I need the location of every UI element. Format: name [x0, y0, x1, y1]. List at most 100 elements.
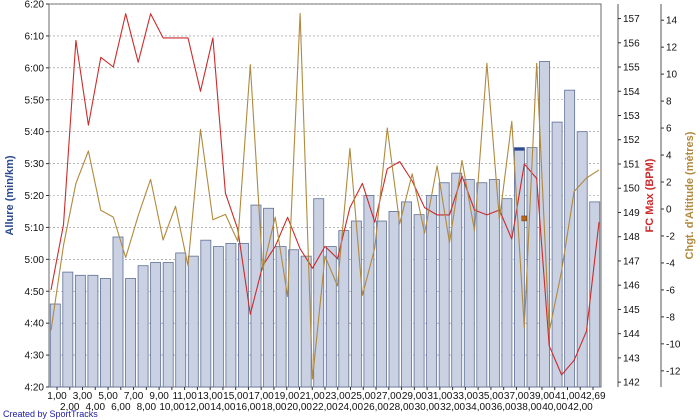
pace-bar: [250, 204, 262, 388]
fc-tick-label: 157: [623, 14, 640, 25]
pace-bar: [376, 220, 387, 388]
pace-bar: [589, 201, 601, 388]
pace-bar: [137, 265, 149, 388]
x-tick-label: 26,00: [364, 402, 389, 413]
fc-tick-label: 155: [623, 63, 640, 74]
pace-bar: [576, 131, 588, 388]
pace-bar: [476, 182, 488, 388]
x-tick-label: 38,00: [517, 402, 542, 413]
pace-bar: [212, 246, 224, 388]
fc-axis-title: FC Max (BPM): [644, 158, 656, 232]
credit-text: Created by SportTracks: [3, 409, 98, 419]
x-tick-label: 34,00: [466, 402, 491, 413]
pace-bar: [288, 249, 300, 388]
x-tick-label: 39,00: [529, 391, 554, 402]
pace-bar-highlight: [514, 147, 525, 151]
altitude-tick-label: -12: [666, 366, 681, 377]
pace-bar: [451, 172, 463, 388]
x-tick-label: 7,00: [124, 391, 144, 402]
altitude-tick-label: -10: [666, 339, 681, 350]
x-tick-label: 15,00: [223, 391, 248, 402]
x-tick-label: 24,00: [338, 402, 363, 413]
x-tick-label: 29,00: [402, 391, 427, 402]
x-tick-label: 23,00: [325, 391, 350, 402]
fc-tick-label: 154: [623, 87, 640, 98]
x-tick-label: 42,00: [568, 402, 593, 413]
pace-tick-label: 5:40: [25, 127, 45, 138]
x-tick-label: 30,00: [415, 402, 440, 413]
x-tick-label: 19,00: [274, 391, 299, 402]
fc-tick-label: 144: [623, 329, 640, 340]
pace-bar: [438, 182, 450, 388]
x-tick-label: 28,00: [389, 402, 414, 413]
altitude-tick-label: 12: [666, 43, 678, 54]
pace-tick-label: 6:00: [25, 63, 45, 74]
pace-bar: [125, 278, 136, 388]
altitude-tick-label: -2: [666, 231, 675, 242]
pace-bar: [488, 179, 500, 388]
x-tick-label: 3,00: [73, 391, 93, 402]
x-tick-label: 5,00: [98, 391, 118, 402]
fc-tick-label: 149: [623, 208, 640, 219]
pace-bar: [501, 198, 513, 388]
fc-tick-label: 150: [623, 184, 640, 195]
pace-tick-label: 5:00: [25, 255, 45, 266]
pace-bar: [463, 179, 475, 388]
pace-bar: [325, 246, 337, 388]
fc-tick-label: 145: [623, 305, 640, 316]
pace-tick-label: 4:40: [25, 319, 45, 330]
x-tick-label: 2,00: [60, 402, 80, 413]
x-tick-label: 1,00: [47, 391, 67, 402]
pace-bar: [564, 89, 576, 388]
altitude-marker: [521, 215, 528, 222]
fc-tick-label: 152: [623, 135, 640, 146]
pace-bar: [225, 242, 237, 388]
pace-bar: [426, 195, 438, 388]
pace-bar: [162, 262, 174, 388]
x-tick-label: 13,00: [198, 391, 223, 402]
fc-tick-label: 148: [623, 232, 640, 243]
x-tick-label: 20,00: [287, 402, 312, 413]
x-tick-label: 37,00: [504, 391, 529, 402]
x-tick-label: 21,00: [300, 391, 325, 402]
fc-tick-label: 146: [623, 281, 640, 292]
pace-bar: [175, 252, 187, 388]
pace-bar: [49, 303, 61, 388]
pace-bar: [401, 201, 412, 388]
x-tick-label: 35,00: [478, 391, 503, 402]
x-tick-label: 4,00: [86, 402, 106, 413]
altitude-tick-label: 4: [666, 151, 672, 162]
x-tick-label: 25,00: [351, 391, 376, 402]
altitude-tick-label: 0: [666, 204, 672, 215]
x-tick-label: 8,00: [137, 402, 157, 413]
pace-bar: [100, 278, 111, 388]
x-tick-label: 9,00: [149, 391, 169, 402]
pace-bar: [551, 121, 563, 388]
pace-tick-label: 5:50: [25, 95, 45, 106]
fc-tick-label: 153: [623, 111, 640, 122]
pace-tick-label: 5:30: [25, 159, 45, 170]
fc-tick-label: 151: [623, 159, 640, 170]
x-tick-label: 41,00: [555, 391, 580, 402]
x-tick-label: 31,00: [427, 391, 452, 402]
pace-tick-label: 5:20: [25, 191, 45, 202]
x-tick-label: 18,00: [261, 402, 286, 413]
fc-line: [50, 13, 600, 376]
x-tick-label: 10,00: [159, 402, 184, 413]
pace-bar: [313, 198, 325, 388]
pace-tick-label: 4:30: [25, 351, 45, 362]
pace-bar: [200, 239, 212, 388]
x-tick-label: 16,00: [236, 402, 261, 413]
altitude-tick-label: 10: [666, 70, 678, 81]
x-tick-label: 33,00: [453, 391, 478, 402]
fc-tick-label: 147: [623, 256, 640, 267]
pace-bar: [263, 207, 274, 388]
pace-bar: [413, 214, 425, 388]
pace-bar: [526, 147, 538, 388]
x-tick-label: 32,00: [440, 402, 465, 413]
pace-bar: [74, 274, 86, 388]
altitude-tick-label: -8: [666, 312, 675, 323]
fc-tick-label: 143: [623, 353, 640, 364]
